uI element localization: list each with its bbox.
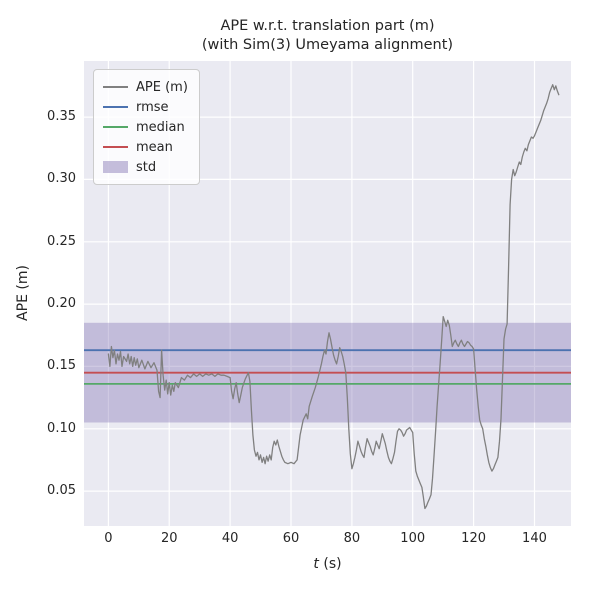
ape-line-chart	[84, 61, 571, 526]
median-line-swatch	[103, 126, 128, 128]
x-tick-label: 120	[461, 531, 487, 546]
x-axis-label-symbol: t	[313, 556, 319, 572]
y-tick-label: 0.20	[47, 296, 76, 312]
legend-item-std: std	[103, 157, 188, 177]
x-tick-label: 40	[221, 531, 239, 546]
legend-label-rmse: rmse	[136, 99, 169, 115]
legend-item-mean: mean	[103, 137, 188, 157]
x-axis-ticks: 0 20 40 60 80 100 120 140	[84, 531, 571, 549]
chart-title-line1: APE w.r.t. translation part (m)	[220, 18, 435, 34]
y-tick-label: 0.10	[47, 420, 76, 436]
std-band-swatch	[103, 161, 128, 173]
legend-label-std: std	[136, 159, 157, 175]
x-tick-label: 100	[400, 531, 426, 546]
x-tick-label: 20	[160, 531, 178, 546]
chart-title: APE w.r.t. translation part (m) (with Si…	[84, 17, 571, 55]
mean-line-swatch	[103, 146, 128, 148]
x-axis-label: t (s)	[84, 556, 571, 572]
y-tick-label: 0.05	[47, 483, 76, 499]
plot-area: APE (m) rmse median mean std	[84, 61, 571, 526]
y-axis-ticks: 0.05 0.10 0.15 0.20 0.25 0.30 0.35	[0, 61, 76, 526]
rmse-line-swatch	[103, 106, 128, 108]
x-tick-label: 140	[522, 531, 547, 546]
legend: APE (m) rmse median mean std	[93, 69, 200, 185]
y-tick-label: 0.35	[47, 109, 76, 125]
chart-title-line2: (with Sim(3) Umeyama alignment)	[201, 37, 454, 53]
legend-item-median: median	[103, 117, 188, 137]
y-tick-label: 0.30	[47, 171, 76, 187]
legend-item-rmse: rmse	[103, 97, 188, 117]
x-tick-label: 80	[343, 531, 361, 546]
legend-item-ape: APE (m)	[103, 77, 188, 97]
y-tick-label: 0.15	[47, 358, 76, 374]
y-tick-label: 0.25	[47, 233, 76, 249]
legend-label-mean: mean	[136, 139, 173, 155]
ape-line-swatch	[103, 86, 128, 88]
legend-label-ape: APE (m)	[136, 79, 188, 95]
x-axis-label-unit: (s)	[318, 556, 342, 572]
x-tick-label: 60	[282, 531, 300, 546]
legend-label-median: median	[136, 119, 185, 135]
x-tick-label: 0	[104, 531, 113, 546]
